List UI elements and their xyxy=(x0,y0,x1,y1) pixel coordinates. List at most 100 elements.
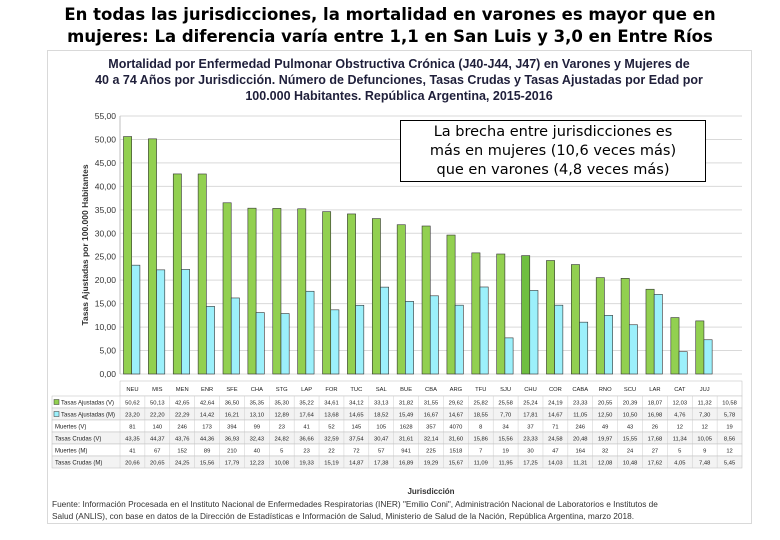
table-cell: 99 xyxy=(254,425,260,431)
table-cell: 17,62 xyxy=(648,461,663,467)
table-cell: 10,05 xyxy=(697,437,712,443)
bar-male-juj xyxy=(695,320,705,375)
table-cell: 34 xyxy=(502,425,509,431)
category-label: SAL xyxy=(376,387,388,393)
headline-line-1: En todas las jurisdicciones, la mortalid… xyxy=(64,5,716,24)
table-cell: 4070 xyxy=(449,425,462,431)
table-cell: 57 xyxy=(378,449,384,455)
table-cell: 22 xyxy=(328,449,334,455)
table-cell: 41 xyxy=(129,449,135,455)
table-cell: 152 xyxy=(177,449,187,455)
table-cell: 12 xyxy=(701,425,707,431)
table-cell: 13,68 xyxy=(324,413,339,419)
table-cell: 32 xyxy=(602,449,608,455)
bar-female-lar xyxy=(653,294,663,375)
table-cell: 25,82 xyxy=(474,401,489,407)
table-cell: 10,08 xyxy=(274,461,289,467)
table-cell: 20,66 xyxy=(125,461,140,467)
bar-female-sfe xyxy=(230,297,240,375)
table-cell: 72 xyxy=(353,449,359,455)
table-cell: 145 xyxy=(352,425,362,431)
table-cell: 12 xyxy=(726,449,732,455)
table-cell: 20,48 xyxy=(573,437,588,443)
bar-male-scu xyxy=(620,278,630,375)
bar-male-arg xyxy=(446,234,456,375)
bar-male-bue xyxy=(396,224,406,375)
bar-male-rno xyxy=(595,277,605,375)
bar-male-sju xyxy=(496,253,506,375)
y-tick-label: 30,00 xyxy=(95,228,117,238)
table-cell: 32,14 xyxy=(424,437,439,443)
headline: En todas las jurisdicciones, la mortalid… xyxy=(0,4,780,48)
table-row-label: Muertes (V) xyxy=(55,425,86,431)
table-cell: 29,62 xyxy=(449,401,464,407)
bar-female-lap xyxy=(305,290,315,375)
table-cell: 5,45 xyxy=(724,461,735,467)
table-cell: 14,42 xyxy=(200,413,215,419)
annotation-box: La brecha entre jurisdicciones es más en… xyxy=(400,120,706,182)
bar-female-cor xyxy=(554,304,564,375)
bar-female-caba xyxy=(579,321,589,375)
category-label: LAP xyxy=(301,387,312,393)
table-cell: 140 xyxy=(152,425,162,431)
bar-female-neu xyxy=(131,264,141,375)
table-cell: 15,56 xyxy=(498,437,513,443)
y-tick-label: 45,00 xyxy=(95,158,117,168)
bar-female-men xyxy=(181,269,190,375)
table-cell: 67 xyxy=(154,449,160,455)
table-cell: 15,19 xyxy=(324,461,339,467)
table-cell: 31,61 xyxy=(399,437,414,443)
bar-female-stg xyxy=(280,313,290,375)
bar-female-chu xyxy=(529,290,539,375)
table-cell: 11,31 xyxy=(573,461,587,467)
table-cell: 50,13 xyxy=(150,401,165,407)
table-cell: 11,09 xyxy=(474,461,488,467)
table-cell: 18,07 xyxy=(648,401,663,407)
bar-female-enr xyxy=(206,306,215,375)
table-cell: 19,29 xyxy=(424,461,439,467)
bar-female-bue xyxy=(405,301,414,375)
bar-male-neu xyxy=(123,136,132,375)
table-cell: 357 xyxy=(426,425,436,431)
table-cell: 43 xyxy=(627,425,633,431)
table-cell: 7,70 xyxy=(500,413,511,419)
table-cell: 23,20 xyxy=(125,413,140,419)
table-cell: 15,55 xyxy=(623,437,638,443)
category-label: TUC xyxy=(350,387,362,393)
table-cell: 34,61 xyxy=(324,401,339,407)
table-cell: 23,33 xyxy=(573,401,588,407)
table-cell: 26 xyxy=(652,425,658,431)
category-label: LAR xyxy=(649,387,660,393)
table-cell: 23 xyxy=(303,449,309,455)
category-label: JUJ xyxy=(700,387,710,393)
table-cell: 24,58 xyxy=(548,437,563,443)
table-row-label: Tasas Crudas (V) xyxy=(55,437,101,443)
table-cell: 71 xyxy=(552,425,558,431)
table-cell: 210 xyxy=(227,449,237,455)
table-cell: 10,48 xyxy=(623,461,638,467)
table-cell: 44,36 xyxy=(200,437,215,443)
table-cell: 19,97 xyxy=(598,437,613,443)
source-line-1: Fuente: Información Procesada en el Inst… xyxy=(52,499,658,509)
table-cell: 14,03 xyxy=(548,461,563,467)
table-cell: 34,12 xyxy=(349,401,364,407)
y-axis-label: Tasas Ajustadas por 100.000 Habitantes xyxy=(80,164,90,325)
table-cell: 27 xyxy=(652,449,658,455)
table-cell: 31,82 xyxy=(399,401,414,407)
table-cell: 1628 xyxy=(400,425,413,431)
table-cell: 44,37 xyxy=(150,437,165,443)
bar-female-mis xyxy=(156,269,166,375)
table-cell: 105 xyxy=(376,425,386,431)
table-cell: 14,67 xyxy=(449,413,464,419)
table-cell: 22,20 xyxy=(150,413,165,419)
table-cell: 25,24 xyxy=(523,401,538,407)
category-label: CABA xyxy=(572,387,588,393)
table-cell: 17,81 xyxy=(523,413,538,419)
y-tick-label: 50,00 xyxy=(95,134,117,144)
table-cell: 4,76 xyxy=(674,413,685,419)
category-label: CHA xyxy=(251,387,263,393)
bar-male-mis xyxy=(148,138,157,375)
table-cell: 5 xyxy=(678,449,681,455)
table-cell: 16,89 xyxy=(399,461,414,467)
table-cell: 15,67 xyxy=(449,461,464,467)
